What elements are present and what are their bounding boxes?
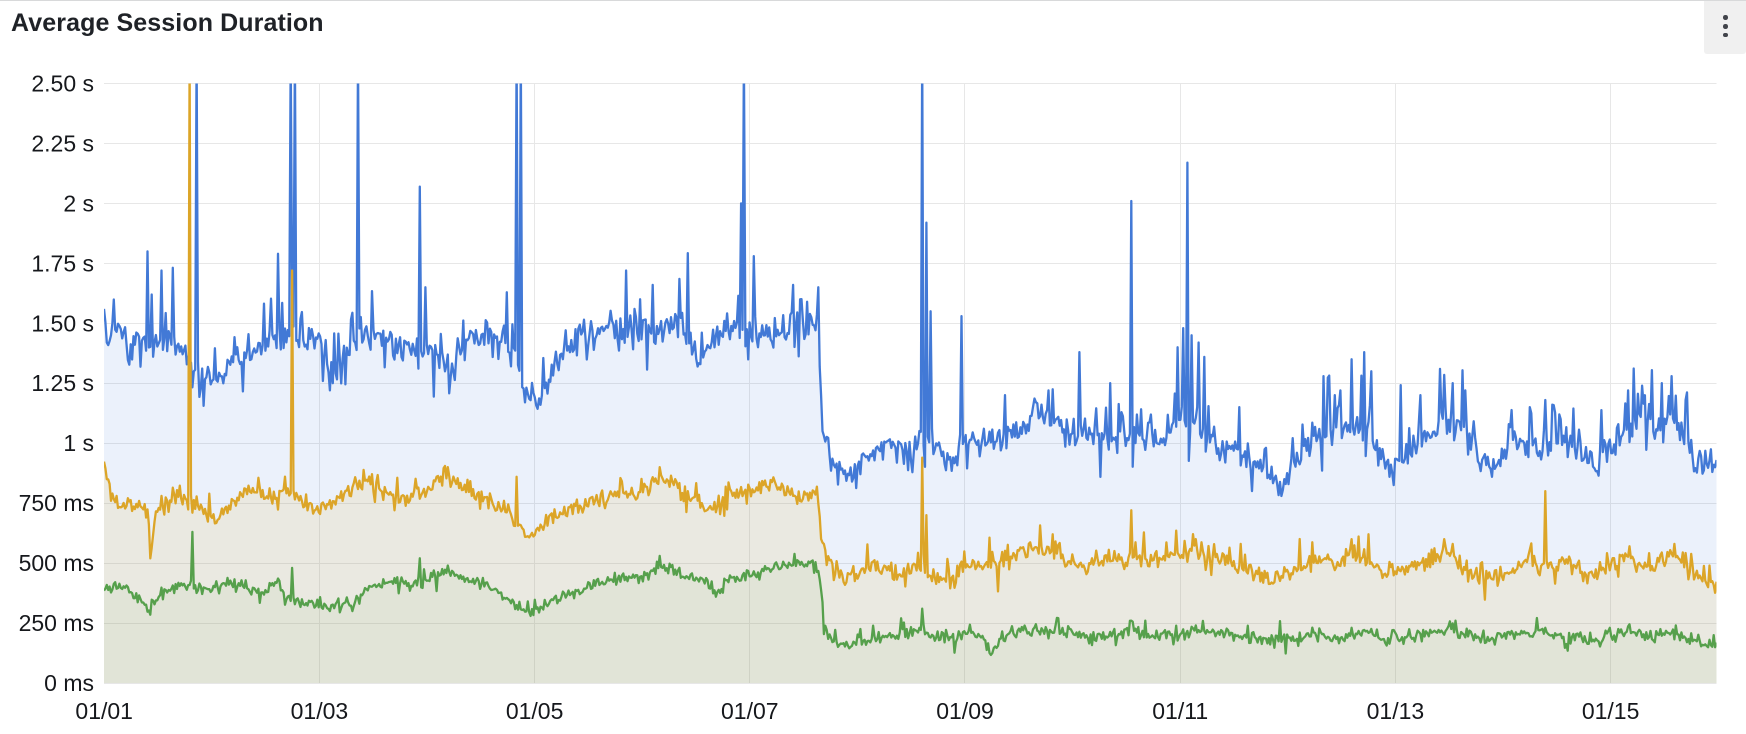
svg-text:01/09: 01/09 (936, 698, 994, 724)
svg-text:01/03: 01/03 (291, 698, 349, 724)
svg-text:750 ms: 750 ms (19, 490, 94, 516)
svg-text:500 ms: 500 ms (19, 550, 94, 576)
svg-text:01/01: 01/01 (75, 698, 133, 724)
svg-text:2 s: 2 s (63, 190, 94, 216)
svg-text:01/11: 01/11 (1152, 698, 1208, 724)
svg-text:250 ms: 250 ms (19, 610, 94, 636)
svg-text:2.25 s: 2.25 s (31, 130, 94, 156)
svg-text:1.75 s: 1.75 s (31, 250, 94, 276)
svg-text:01/13: 01/13 (1367, 698, 1425, 724)
svg-text:01/07: 01/07 (721, 698, 779, 724)
svg-text:1.50 s: 1.50 s (31, 310, 94, 336)
svg-text:2.50 s: 2.50 s (31, 71, 94, 97)
svg-text:01/15: 01/15 (1582, 698, 1640, 724)
svg-text:1 s: 1 s (63, 430, 94, 456)
svg-text:0 ms: 0 ms (44, 670, 94, 696)
svg-text:1.25 s: 1.25 s (31, 370, 94, 396)
svg-text:01/05: 01/05 (506, 698, 564, 724)
